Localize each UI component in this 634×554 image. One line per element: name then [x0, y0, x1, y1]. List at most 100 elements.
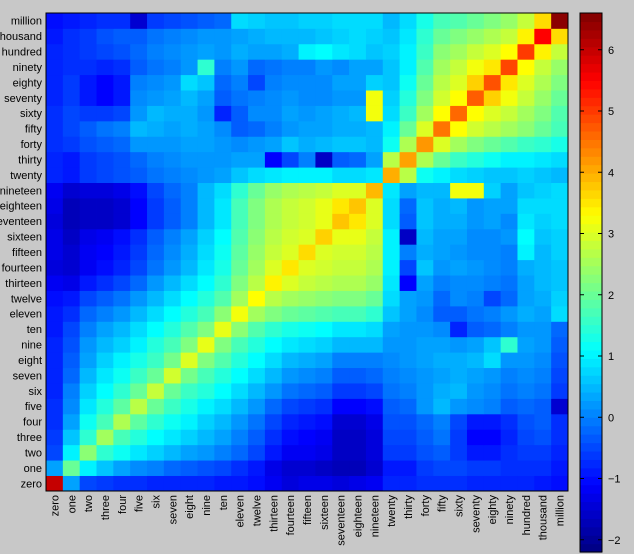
heatmap-cell-eight-sixteen: [315, 352, 333, 369]
heatmap-cell-six-sixty: [450, 383, 468, 399]
heatmap-cell-three-sixty: [450, 429, 468, 446]
heatmap-cell-seven-eighteen: [349, 367, 367, 384]
heatmap-cell-fifty-ninety: [500, 120, 518, 137]
y-tick-label-six: six: [29, 386, 43, 398]
heatmap-cell-seven-three: [96, 367, 114, 384]
colorbar-segment: [580, 400, 602, 410]
heatmap-cell-million-zero: [46, 13, 64, 29]
heatmap-cell-twelve-twenty: [382, 290, 401, 307]
heatmap-cell-seventeen-nine: [197, 213, 215, 230]
heatmap-cell-seven-five: [130, 367, 148, 384]
heatmap-cell-hundred-thousand: [534, 43, 552, 60]
heatmap-cell-seven-forty: [416, 367, 434, 384]
heatmap-cell-forty-seventeen: [332, 136, 350, 153]
y-tick-label-eight: eight: [18, 355, 42, 367]
heatmap-cell-six-ninety: [500, 383, 518, 399]
heatmap-cell-fifteen-five: [130, 244, 148, 261]
heatmap-cell-thirteen-eighteen: [349, 275, 367, 291]
heatmap-cell-fifty-thirty: [399, 120, 417, 137]
heatmap-cell-million-eighteen: [349, 13, 367, 29]
heatmap-cell-fifty-one: [62, 120, 81, 137]
heatmap-cell-fourteen-ten: [214, 259, 232, 276]
heatmap-cell-forty-twelve: [248, 136, 266, 153]
heatmap-cell-twenty-eight: [180, 167, 198, 184]
heatmap-cell-zero-one: [62, 475, 81, 492]
heatmap-cell-eighty-million: [551, 74, 569, 91]
heatmap-cell-eleven-five: [130, 305, 148, 322]
heatmap-cell-nineteen-ninety: [500, 182, 518, 199]
y-tick-label-eleven: eleven: [10, 309, 42, 321]
heatmap-cell-five-thirteen: [264, 398, 283, 415]
heatmap-cell-three-fifteen: [298, 429, 316, 446]
heatmap-cell-nine-fifty: [433, 336, 451, 353]
heatmap-cell-one-million: [551, 460, 569, 476]
heatmap-cell-twelve-eighteen: [349, 290, 367, 307]
heatmap-cell-fifty-fifty: [433, 120, 451, 137]
heatmap-cell-ninety-ninety: [500, 59, 518, 76]
heatmap-cell-two-eight: [180, 444, 198, 461]
heatmap-cell-thirty-million: [551, 151, 569, 168]
heatmap-cell-nineteen-three: [96, 182, 114, 199]
heatmap-cell-thousand-thirty: [399, 28, 417, 45]
heatmap-cell-fourteen-thirty: [399, 259, 417, 276]
heatmap-cell-eight-eight: [180, 352, 198, 369]
heatmap-cell-one-sixty: [450, 460, 468, 476]
heatmap-cell-fifty-seventy: [466, 120, 485, 137]
y-tick-label-zero: zero: [21, 478, 42, 490]
heatmap-cell-seventy-zero: [46, 90, 64, 106]
heatmap-cell-one-eighteen: [349, 460, 367, 476]
heatmap-cell-eleven-twenty: [382, 305, 401, 322]
heatmap-cell-thirteen-five: [130, 275, 148, 291]
x-tick-label-nineteen: nineteen: [369, 495, 381, 537]
heatmap-cell-one-zero: [46, 460, 64, 476]
heatmap-cell-eleven-fourteen: [281, 305, 299, 322]
heatmap-cell-one-thirty: [399, 460, 417, 476]
heatmap-cell-eight-eleven: [231, 352, 249, 369]
heatmap-cell-seventy-seventeen: [332, 90, 350, 106]
heatmap-cell-zero-eight: [180, 475, 198, 492]
heatmap-cell-three-sixteen: [315, 429, 333, 446]
heatmap-cell-ninety-six: [147, 59, 165, 76]
heatmap-cell-sixteen-twelve: [248, 228, 266, 245]
heatmap-cell-zero-nineteen: [365, 475, 384, 492]
heatmap-cell-ten-thirteen: [264, 321, 283, 338]
heatmap-cell-twelve-nine: [197, 290, 215, 307]
heatmap-cell-thousand-zero: [46, 28, 64, 45]
y-tick-label-ten: ten: [27, 324, 42, 336]
heatmap-cell-sixteen-nine: [197, 228, 215, 245]
heatmap-cell-four-fourteen: [281, 413, 299, 430]
heatmap-cell-sixty-twelve: [248, 105, 266, 122]
heatmap-cell-ten-eighty: [483, 321, 502, 338]
heatmap-cell-sixteen-five: [130, 228, 148, 245]
heatmap-cell-ninety-million: [551, 59, 569, 76]
heatmap-cell-five-fifty: [433, 398, 451, 415]
heatmap-cell-thousand-fourteen: [281, 28, 299, 45]
y-tick-label-seventy: seventy: [4, 93, 42, 105]
heatmap-cell-four-fifteen: [298, 413, 316, 430]
heatmap-cell-hundred-one: [62, 43, 81, 60]
heatmap-cell-thirty-hundred: [517, 151, 535, 168]
heatmap-cell-seventeen-nineteen: [365, 213, 384, 230]
heatmap-cell-ninety-eleven: [231, 59, 249, 76]
heatmap-cell-nineteen-five: [130, 182, 148, 199]
heatmap-cell-ninety-thirteen: [264, 59, 283, 76]
heatmap-cell-hundred-seventeen: [332, 43, 350, 60]
colorbar-segment: [580, 156, 602, 166]
heatmap-cell-seventy-eight: [180, 90, 198, 106]
heatmap-cell-hundred-million: [551, 43, 569, 60]
heatmap-cell-thirteen-million: [551, 275, 569, 291]
heatmap-cell-eleven-zero: [46, 305, 64, 322]
heatmap-cell-seventy-ninety: [500, 90, 518, 106]
heatmap-cell-thousand-two: [79, 28, 97, 45]
heatmap-cell-eleven-sixteen: [315, 305, 333, 322]
heatmap-cell-seven-twenty: [382, 367, 401, 384]
heatmap-cell-seventeen-one: [62, 213, 81, 230]
heatmap-cell-million-nineteen: [365, 13, 384, 29]
heatmap-cell-nine-five: [130, 336, 148, 353]
heatmap-cell-twelve-zero: [46, 290, 64, 307]
heatmap-cell-ten-five: [130, 321, 148, 338]
heatmap-cell-four-thirty: [399, 413, 417, 430]
heatmap-cell-eleven-thirteen: [264, 305, 283, 322]
heatmap-cell-nineteen-hundred: [517, 182, 535, 199]
